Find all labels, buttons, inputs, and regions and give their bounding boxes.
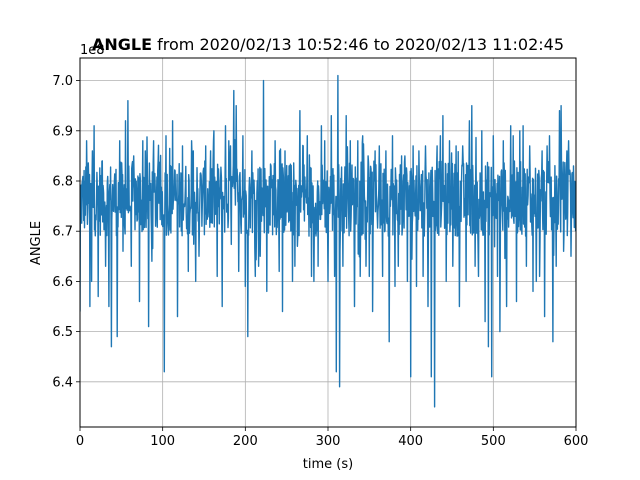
series-line-angle	[80, 74, 576, 408]
y-tick-label: 6.6	[52, 275, 73, 290]
chart-title-bold: ANGLE	[92, 35, 152, 54]
x-tick-label: 500	[481, 434, 506, 449]
x-tick-label: 100	[150, 434, 175, 449]
y-tick-label: 6.7	[52, 225, 73, 240]
y-tick-label: 6.4	[52, 375, 73, 390]
chart-title-rest: from 2020/02/13 10:52:46 to 2020/02/13 1…	[152, 35, 564, 54]
y-axis-label: ANGLE	[29, 221, 44, 265]
chart-title: ANGLE from 2020/02/13 10:52:46 to 2020/0…	[92, 35, 564, 54]
y-tick-label: 6.8	[52, 175, 73, 190]
y-tick-label: 6.5	[52, 325, 73, 340]
x-tick-label: 400	[398, 434, 423, 449]
x-tick-label: 200	[233, 434, 258, 449]
y-tick-label: 6.9	[52, 124, 73, 139]
x-tick-label: 600	[564, 434, 589, 449]
series-layer	[80, 74, 576, 408]
x-tick-label: 300	[316, 434, 341, 449]
y-offset-text: 1e8	[80, 43, 105, 58]
x-tick-label: 0	[76, 434, 84, 449]
y-tick-label: 7.0	[52, 74, 73, 89]
axis-ticks: 0 100 200 300 400 500 600 6.4 6.5 6.6 6.7 6.8 6.9 7.0	[52, 74, 588, 449]
x-axis-label: time (s)	[303, 457, 353, 472]
